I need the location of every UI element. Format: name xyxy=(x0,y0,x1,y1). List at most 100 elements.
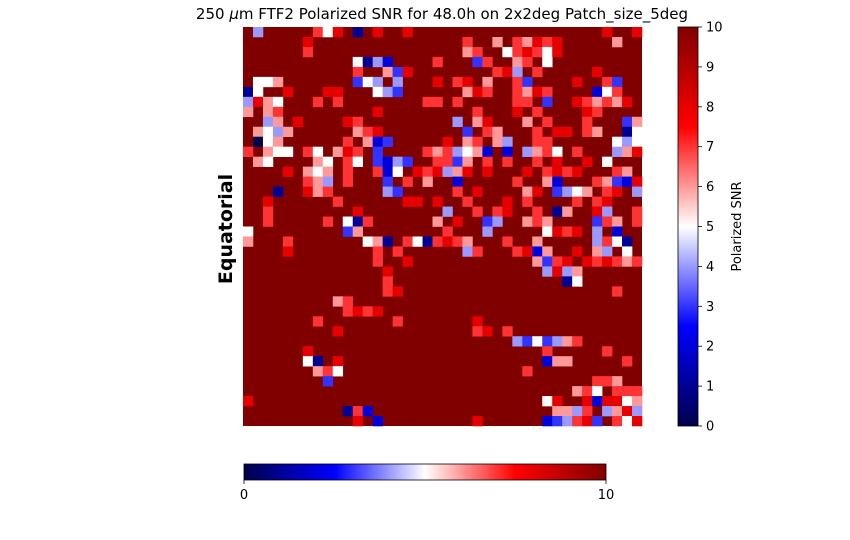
heatmap-cell xyxy=(352,66,364,78)
heatmap-cell xyxy=(462,86,473,98)
heatmap-cell xyxy=(622,116,633,128)
heatmap-cell xyxy=(552,186,563,197)
heatmap-cell xyxy=(342,296,354,307)
heatmap-cell xyxy=(542,396,553,407)
heatmap-cell xyxy=(392,286,403,297)
heatmap-cell xyxy=(572,276,583,287)
heatmap-cell xyxy=(432,236,443,247)
heatmap-cell xyxy=(322,27,334,38)
heatmap-cell xyxy=(372,416,383,427)
heatmap-cell xyxy=(432,156,443,167)
heatmap-cell xyxy=(362,216,373,227)
heatmap-cell xyxy=(562,266,573,277)
heatmap-cell xyxy=(632,416,643,427)
heatmap-cell xyxy=(522,366,533,377)
heatmap-cell xyxy=(592,176,603,187)
heatmap-cell xyxy=(352,126,364,138)
heatmap-cell xyxy=(522,96,533,108)
heatmap-cell xyxy=(502,326,513,337)
heatmap-cell xyxy=(302,356,314,367)
heatmap-cell xyxy=(542,116,553,128)
heatmap-cell xyxy=(512,176,523,187)
heatmap-cell xyxy=(342,176,354,187)
heatmap-cell xyxy=(302,346,314,357)
heatmap-cell xyxy=(542,266,553,277)
heatmap-cell xyxy=(432,166,443,177)
heatmap-cell xyxy=(572,336,583,347)
heatmap-cell xyxy=(442,146,453,157)
heatmap-cell xyxy=(612,76,623,88)
heatmap-cell xyxy=(582,126,593,138)
heatmap-cell xyxy=(552,406,563,417)
heatmap-cell xyxy=(462,136,473,147)
heatmap-cell xyxy=(542,46,553,58)
heatmap-cell xyxy=(412,236,423,247)
heatmap-cell xyxy=(272,186,284,197)
heatmap-cell xyxy=(622,176,633,187)
heatmap-cell xyxy=(542,36,553,48)
heatmap-cell xyxy=(272,126,284,138)
heatmap-cell xyxy=(372,76,383,88)
heatmap-cell xyxy=(332,27,344,38)
heatmap-cell xyxy=(552,126,563,138)
heatmap-cell xyxy=(622,256,633,267)
heatmap-cell xyxy=(392,156,403,167)
heatmap-cell xyxy=(262,206,274,217)
heatmap-cell xyxy=(612,146,623,157)
heatmap-cell xyxy=(282,246,294,257)
heatmap-cell xyxy=(282,166,294,177)
heatmap-cell xyxy=(392,316,403,327)
heatmap-cell xyxy=(612,186,623,197)
heatmap-cell xyxy=(622,126,633,138)
heatmap-cell xyxy=(372,256,383,267)
heatmap-cell xyxy=(472,186,483,197)
heatmap-cell xyxy=(262,96,274,108)
heatmap-cell xyxy=(532,206,543,217)
heatmap-cell xyxy=(532,146,543,157)
heatmap-cell xyxy=(572,266,583,277)
heatmap-cell xyxy=(632,206,643,217)
colorbar-tick-label: 4 xyxy=(706,260,714,275)
heatmap-cell xyxy=(322,186,334,197)
heatmap-cell xyxy=(492,136,503,147)
heatmap-cell xyxy=(342,226,354,237)
heatmap-cell xyxy=(592,226,603,237)
heatmap-cell xyxy=(572,196,583,207)
heatmap-cell xyxy=(482,166,493,177)
heatmap-cell xyxy=(252,76,264,88)
heatmap-cell xyxy=(243,226,254,237)
heatmap-cell xyxy=(572,386,583,397)
heatmap-cell xyxy=(572,226,583,237)
heatmap-cell xyxy=(632,386,643,397)
heatmap-cell xyxy=(422,146,433,157)
colorbar-bottom-gradient xyxy=(243,463,607,481)
heatmap-cell xyxy=(602,196,613,207)
heatmap-cell xyxy=(632,396,643,407)
heatmap-cell xyxy=(612,416,623,427)
colorbar-tick-label: 8 xyxy=(706,100,714,115)
heatmap-cell xyxy=(622,246,633,257)
heatmap-cell xyxy=(312,27,324,38)
heatmap-cell xyxy=(482,56,493,68)
heatmap-cell xyxy=(272,116,284,128)
heatmap-cell xyxy=(602,206,613,217)
heatmap-cell xyxy=(372,166,383,177)
heatmap-cell xyxy=(582,116,593,128)
colorbar-bottom: 0 10 xyxy=(240,463,614,503)
heatmap-cell xyxy=(422,236,433,247)
colorbar-label: Polarized SNR xyxy=(730,181,745,271)
heatmap-cell xyxy=(402,156,413,167)
heatmap-cell xyxy=(602,96,613,108)
heatmap-cell xyxy=(352,226,364,237)
heatmap xyxy=(243,27,643,427)
heatmap-cell xyxy=(512,46,523,58)
heatmap-cell xyxy=(512,336,523,347)
heatmap-cell xyxy=(262,146,274,157)
heatmap-cell xyxy=(552,266,563,277)
heatmap-cell xyxy=(322,366,334,377)
heatmap-cell xyxy=(602,376,613,387)
heatmap-cell xyxy=(602,76,613,88)
heatmap-cell xyxy=(352,406,364,417)
heatmap-cell xyxy=(342,306,354,317)
heatmap-cell xyxy=(262,216,274,227)
